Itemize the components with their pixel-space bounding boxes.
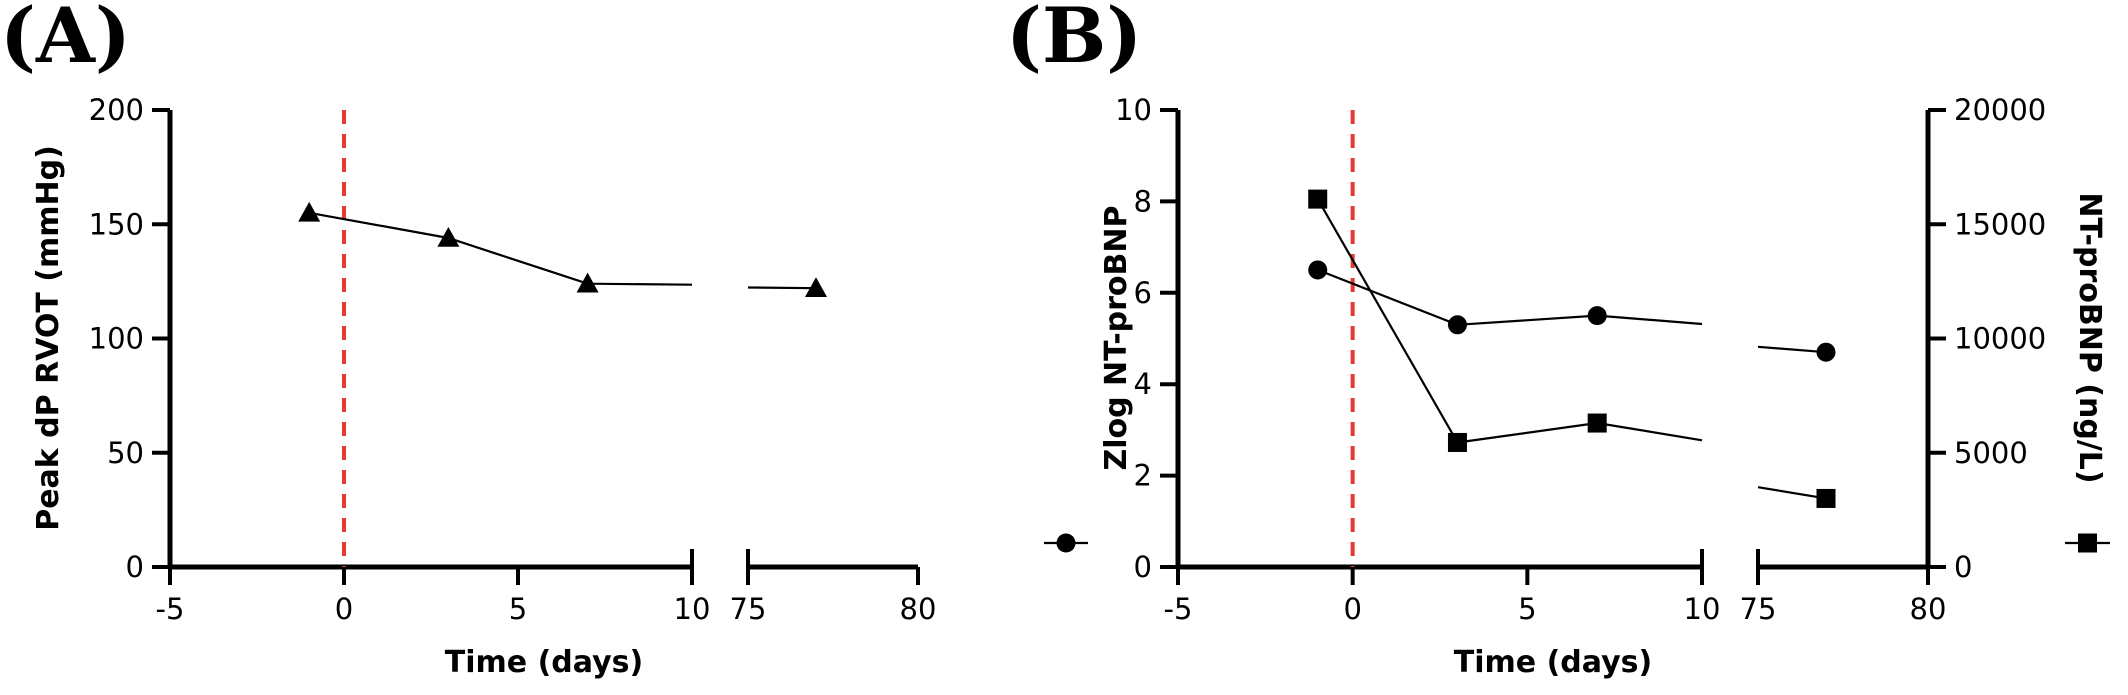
y-tick-label: 150 (89, 207, 144, 241)
series-line (1757, 486, 1827, 500)
y-axis-label: Peak dP RVOT (mmHg) (31, 145, 66, 531)
y-axis-label: Zlog NT-proBNP (1099, 205, 1134, 470)
data-point-square (1308, 189, 1328, 209)
x-tick-label: 5 (509, 592, 527, 626)
series-line (747, 286, 817, 290)
data-point-square (1587, 413, 1607, 433)
x-tick-label: 75 (1740, 592, 1777, 626)
x-tick-label: 80 (1910, 592, 1947, 626)
y-right-tick-label: 20000 (1954, 93, 2046, 127)
panel-a: (A) 0 50 100 150 200 -5 0 5 10 75 80 Time (days) Peak… (0, 0, 936, 680)
panel-label: (A) (0, 0, 131, 80)
x-tick-label: 80 (900, 592, 937, 626)
y-tick-label: 6 (1134, 276, 1152, 310)
panel-label: (B) (1006, 0, 1142, 80)
series-line (1757, 345, 1827, 354)
series-line (309, 211, 693, 286)
data-point-triangle (437, 226, 460, 247)
x-tick-label: 0 (335, 592, 353, 626)
x-tick-label: 5 (1518, 592, 1536, 626)
data-point-circle (1816, 342, 1836, 362)
data-point-circle (1308, 260, 1328, 280)
x-axis-label: Time (days) (1454, 645, 1652, 680)
y-right-tick-label: 10000 (1954, 322, 2046, 356)
x-tick-label: 0 (1343, 592, 1361, 626)
x-tick-label: 75 (730, 592, 767, 626)
y-tick-label: 8 (1134, 184, 1152, 218)
data-point-square (1816, 488, 1836, 508)
x-tick-label: -5 (1164, 592, 1193, 626)
y-right-tick-label: 5000 (1954, 436, 2028, 470)
legend-key-circle (1056, 533, 1076, 553)
x-axis-label: Time (days) (445, 645, 643, 680)
y-right-tick-label: 0 (1954, 550, 1972, 584)
y-tick-label: 50 (107, 436, 144, 470)
x-tick-label: 10 (1684, 592, 1721, 626)
data-point-triangle (805, 277, 827, 298)
data-point-square (1447, 432, 1467, 452)
panel-b: (B) 0 2 4 6 8 10 0 5000 10000 15000 20000 -5 0 5 10 75 80… (1006, 0, 2110, 680)
y-tick-label: 200 (89, 93, 144, 127)
x-tick-label: 10 (674, 592, 711, 626)
y-tick-label: 10 (1115, 93, 1152, 127)
data-point-circle (1587, 306, 1607, 326)
y-tick-label: 0 (1134, 550, 1152, 584)
data-point-triangle (576, 272, 599, 293)
y-tick-label: 0 (126, 550, 144, 584)
y-tick-label: 2 (1134, 459, 1152, 493)
data-point-circle (1447, 315, 1467, 335)
x-tick-label: -5 (156, 592, 185, 626)
y-axis-right-label: NT-proBNP (ng/L) (2072, 192, 2107, 483)
series-line (1317, 268, 1703, 326)
y-tick-label: 100 (89, 322, 144, 356)
legend-key-square (2078, 533, 2097, 553)
data-point-triangle (298, 201, 321, 222)
y-right-tick-label: 15000 (1954, 207, 2046, 241)
series-line (1316, 198, 1703, 444)
y-tick-label: 4 (1134, 367, 1152, 401)
